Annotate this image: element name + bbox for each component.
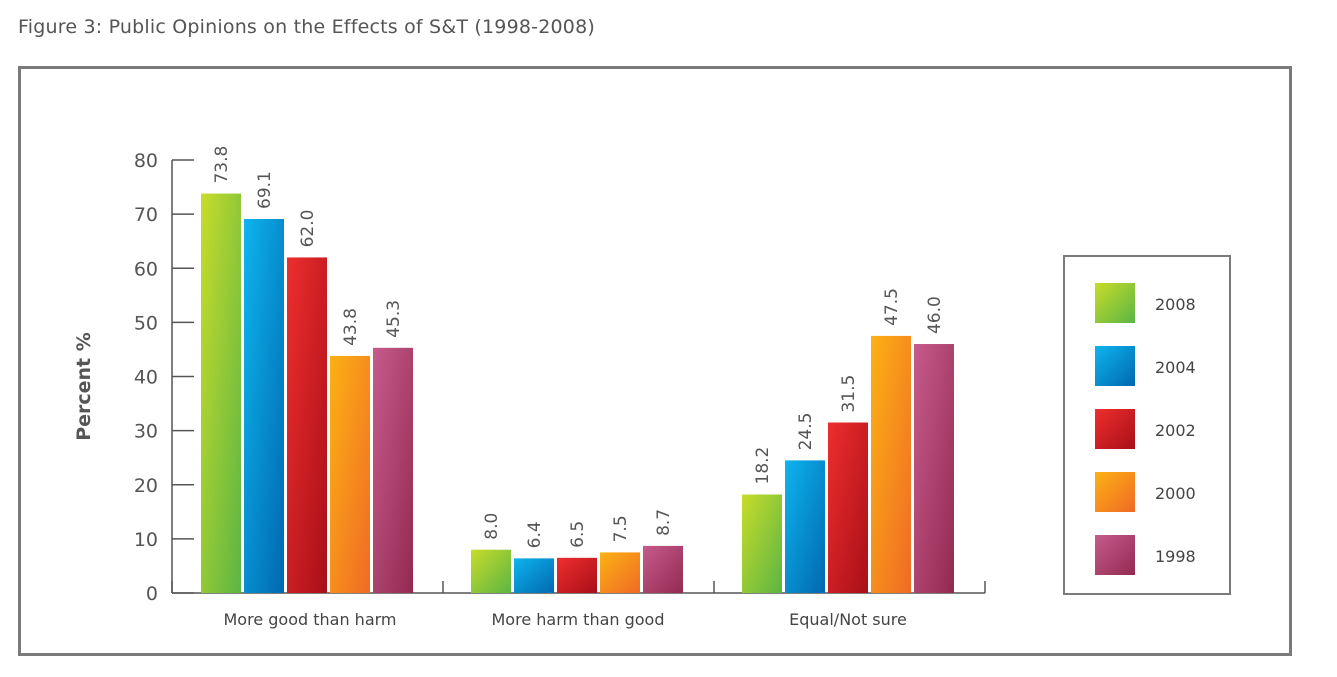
y-tick-label: 20	[134, 475, 158, 497]
bar	[373, 347, 413, 593]
legend: 2008 2004 2002 2000 1998	[1063, 255, 1231, 595]
x-category-label: Equal/Not sure	[789, 610, 907, 629]
y-tick-label: 30	[134, 421, 158, 443]
bar	[244, 218, 284, 593]
y-tick-label: 60	[134, 258, 158, 280]
bar-value-label: 69.1	[255, 171, 275, 209]
bar	[557, 557, 597, 593]
bar-value-label: 46.0	[925, 296, 945, 334]
bar	[828, 422, 868, 593]
y-tick-label: 50	[134, 312, 158, 334]
legend-swatch	[1095, 283, 1135, 323]
bar-value-label: 6.5	[568, 521, 588, 548]
y-axis-label: Percent %	[73, 332, 95, 441]
bar-value-label: 8.0	[482, 513, 502, 540]
legend-swatch	[1095, 535, 1135, 575]
bar	[600, 552, 640, 593]
x-category-label: More good than harm	[224, 610, 397, 629]
bar	[785, 460, 825, 593]
legend-label: 2000	[1155, 484, 1196, 503]
legend-swatch	[1095, 346, 1135, 386]
y-tick-label: 70	[134, 204, 158, 226]
bar-value-label: 73.8	[212, 146, 232, 184]
bar-value-label: 43.8	[341, 308, 361, 346]
bar-value-label: 7.5	[611, 515, 631, 542]
bar	[643, 545, 683, 593]
legend-swatch	[1095, 409, 1135, 449]
bar-value-label: 31.5	[839, 375, 859, 413]
bar	[914, 344, 954, 593]
legend-box	[1063, 255, 1231, 595]
legend-label: 2002	[1155, 421, 1196, 440]
bar	[742, 494, 782, 593]
bar-value-label: 8.7	[654, 509, 674, 536]
bar	[287, 257, 327, 593]
bar	[871, 335, 911, 593]
bar-value-label: 62.0	[298, 210, 318, 248]
chart-frame	[18, 66, 1292, 656]
figure-title: Figure 3: Public Opinions on the Effects…	[18, 16, 595, 38]
bar-value-label: 45.3	[384, 300, 404, 338]
x-category-label: More harm than good	[492, 610, 665, 629]
legend-swatch	[1095, 472, 1135, 512]
y-tick-label: 40	[134, 367, 158, 389]
legend-label: 2004	[1155, 358, 1196, 377]
legend-label: 1998	[1155, 547, 1196, 566]
bar-value-label: 47.5	[882, 288, 902, 326]
bar	[471, 549, 511, 593]
bar	[514, 558, 554, 593]
legend-label: 2008	[1155, 295, 1196, 314]
y-tick-label: 0	[146, 583, 158, 605]
y-axis: 0 10 20 30 40 50 60 70 80 Percent %	[73, 150, 194, 605]
bar-value-label: 18.2	[753, 447, 773, 485]
bar-value-label: 24.5	[796, 413, 816, 451]
bar	[330, 355, 370, 593]
bar-value-label: 6.4	[525, 521, 545, 548]
bars: 73.8 69.1 62.0 43.8 45.3 8.0 6.4 6.5 7.5 8.7 18.2 2…	[201, 146, 954, 593]
y-tick-label: 10	[134, 529, 158, 551]
bar	[201, 193, 241, 593]
y-tick-label: 80	[134, 150, 158, 172]
